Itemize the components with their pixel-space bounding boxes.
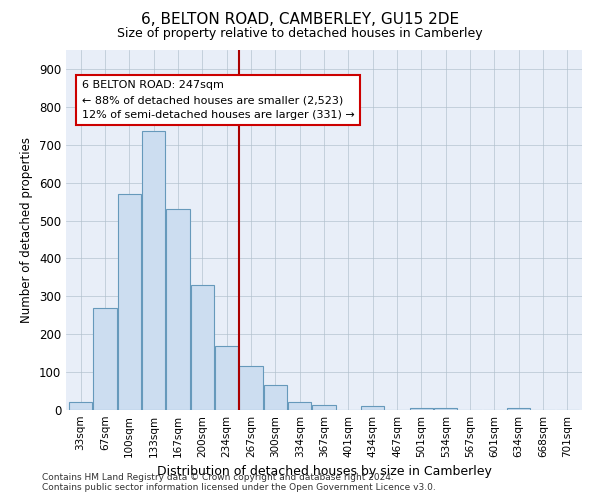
Bar — [118, 194, 141, 410]
Bar — [239, 366, 263, 410]
Bar — [410, 408, 433, 410]
Bar — [507, 408, 530, 410]
Bar — [142, 132, 165, 410]
Bar — [288, 402, 311, 410]
Bar — [69, 402, 92, 410]
Bar — [94, 308, 116, 410]
Bar — [166, 209, 190, 410]
Text: Size of property relative to detached houses in Camberley: Size of property relative to detached ho… — [117, 28, 483, 40]
Bar — [264, 386, 287, 410]
X-axis label: Distribution of detached houses by size in Camberley: Distribution of detached houses by size … — [157, 466, 491, 478]
Y-axis label: Number of detached properties: Number of detached properties — [20, 137, 34, 323]
Bar — [313, 404, 335, 410]
Bar — [361, 406, 384, 410]
Text: 6 BELTON ROAD: 247sqm
← 88% of detached houses are smaller (2,523)
12% of semi-d: 6 BELTON ROAD: 247sqm ← 88% of detached … — [82, 80, 355, 120]
Bar — [215, 346, 238, 410]
Bar — [191, 285, 214, 410]
Text: 6, BELTON ROAD, CAMBERLEY, GU15 2DE: 6, BELTON ROAD, CAMBERLEY, GU15 2DE — [141, 12, 459, 28]
Bar — [434, 408, 457, 410]
Text: Contains HM Land Registry data © Crown copyright and database right 2024.
Contai: Contains HM Land Registry data © Crown c… — [42, 473, 436, 492]
